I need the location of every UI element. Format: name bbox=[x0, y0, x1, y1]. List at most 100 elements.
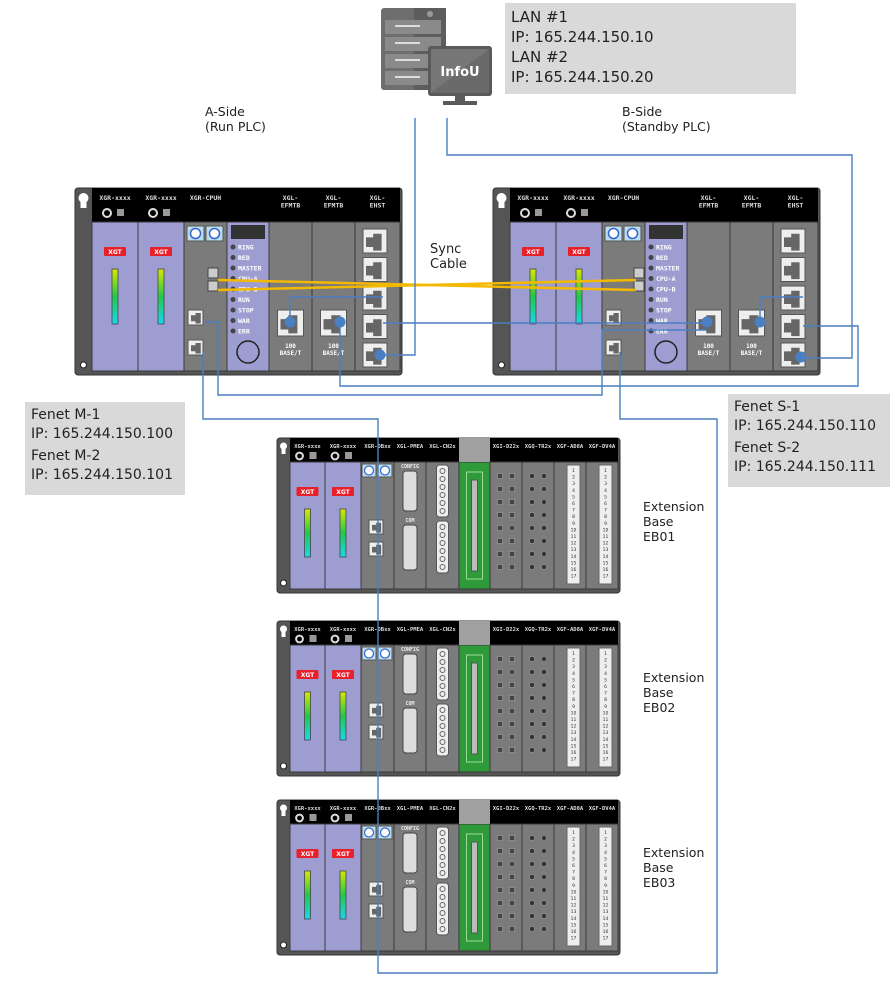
xgt-badge-text: XGT bbox=[301, 672, 315, 679]
terminal-screw bbox=[439, 484, 446, 490]
rotary-switch-dial bbox=[379, 827, 391, 838]
output-led bbox=[541, 734, 547, 740]
terminal-number: 10 bbox=[571, 889, 577, 895]
terminal-number: 15 bbox=[603, 560, 609, 566]
terminal-number: 12 bbox=[603, 903, 609, 909]
power-indicator bbox=[345, 635, 352, 642]
power-indicator bbox=[345, 452, 352, 459]
terminal-screw bbox=[439, 862, 446, 868]
monitor-neck bbox=[455, 96, 465, 102]
terminal-number: 7 bbox=[572, 870, 575, 876]
input-led bbox=[509, 874, 515, 880]
status-led bbox=[648, 265, 654, 271]
terminal-number: 9 bbox=[572, 521, 575, 527]
output-led bbox=[529, 734, 535, 740]
terminal-screw bbox=[439, 846, 446, 852]
terminal-number: 16 bbox=[571, 750, 577, 756]
module-d22 bbox=[489, 461, 523, 590]
terminal-number: 11 bbox=[603, 717, 609, 723]
mount-screw-icon bbox=[498, 361, 505, 369]
eb01-line2: Base bbox=[643, 514, 674, 529]
terminal-number: 5 bbox=[572, 856, 575, 862]
status-led-label-war: WAR bbox=[656, 317, 668, 325]
mount-screw-icon bbox=[280, 762, 287, 770]
power-indicator bbox=[163, 209, 170, 216]
cpu-display bbox=[649, 225, 683, 239]
terminal-number: 3 bbox=[572, 481, 575, 487]
monitor-base bbox=[443, 101, 477, 105]
terminal-number: 12 bbox=[571, 724, 577, 730]
terminal-screw bbox=[439, 894, 446, 900]
xgt-badge bbox=[296, 670, 319, 679]
terminal-number: 16 bbox=[571, 567, 577, 573]
rotary-switch-dial bbox=[626, 227, 639, 240]
input-led bbox=[509, 861, 515, 867]
terminal-screw bbox=[439, 870, 446, 876]
level-bar bbox=[157, 268, 165, 325]
xgt-badge-text: XGT bbox=[301, 851, 315, 858]
terminal-number: 10 bbox=[603, 710, 609, 716]
input-led bbox=[497, 564, 503, 570]
eb02-line1: Extension bbox=[643, 670, 705, 685]
input-led bbox=[509, 848, 515, 854]
rotary-switch-dial bbox=[363, 827, 375, 838]
rj45-socket bbox=[784, 290, 800, 308]
input-led bbox=[497, 835, 503, 841]
rotary-switch-dial bbox=[379, 648, 391, 659]
xgt-badge bbox=[332, 487, 354, 496]
module-header-label: XGF-DV4A bbox=[589, 627, 616, 633]
mount-hole-slot bbox=[281, 446, 286, 454]
terminal-number: 16 bbox=[603, 567, 609, 573]
output-led bbox=[541, 473, 547, 479]
terminal-number: 9 bbox=[604, 883, 607, 889]
output-led bbox=[541, 669, 547, 675]
lan2-cable bbox=[446, 118, 853, 359]
xgt-badge bbox=[332, 849, 354, 858]
mount-hole-slot bbox=[281, 629, 286, 637]
level-bar bbox=[304, 870, 311, 920]
terminal-screw bbox=[439, 739, 446, 745]
output-led bbox=[529, 721, 535, 727]
terminal-number: 4 bbox=[604, 488, 607, 494]
module-header-label: XGF-AD8A bbox=[557, 806, 584, 812]
terminal-strip bbox=[436, 464, 449, 518]
a-cpu-to-b-fenet-cable bbox=[205, 321, 707, 396]
output-led bbox=[529, 926, 535, 932]
terminal-number: 12 bbox=[603, 724, 609, 730]
status-led bbox=[230, 265, 236, 271]
output-led bbox=[541, 512, 547, 518]
module-header-gray bbox=[459, 800, 490, 824]
level-bar bbox=[529, 268, 537, 325]
input-led bbox=[497, 734, 503, 740]
output-led bbox=[529, 486, 535, 492]
xgt-badge-text: XGT bbox=[336, 851, 350, 858]
rack-header bbox=[290, 438, 618, 462]
terminal-strip bbox=[436, 647, 449, 701]
terminal-number: 16 bbox=[603, 929, 609, 935]
power-indicator bbox=[535, 209, 542, 216]
key-switch-icon bbox=[236, 340, 260, 364]
status-led-label-run: RUN bbox=[656, 296, 668, 304]
terminal-screw bbox=[439, 926, 446, 932]
input-led bbox=[497, 708, 503, 714]
config-db9-port bbox=[402, 832, 418, 874]
power-indicator bbox=[117, 209, 124, 216]
io-connector bbox=[471, 479, 478, 572]
power-indicator bbox=[309, 814, 317, 821]
terminal-number: 6 bbox=[604, 501, 607, 507]
eb03-line2: Base bbox=[643, 860, 674, 875]
terminal-screw bbox=[439, 532, 446, 538]
output-led bbox=[529, 848, 535, 854]
rj45-socket bbox=[372, 906, 382, 917]
cable-connector-dot bbox=[284, 316, 296, 328]
status-led bbox=[648, 318, 654, 323]
terminal-number: 12 bbox=[571, 903, 577, 909]
status-led-label-master: MASTER bbox=[238, 265, 262, 273]
terminal-number: 7 bbox=[572, 508, 575, 514]
output-led bbox=[541, 682, 547, 688]
key-switch-icon bbox=[654, 340, 678, 364]
module-header-label: XGF-DV4A bbox=[589, 806, 616, 812]
module-header-label: XGR-xxxx bbox=[145, 194, 176, 202]
